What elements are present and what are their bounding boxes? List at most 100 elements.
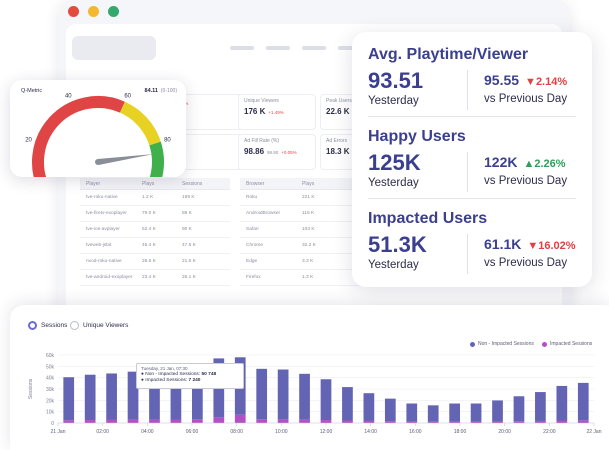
x-tick-label: 12:00 <box>320 429 333 435</box>
table-row[interactable]: tve-firetv-exoplayer 79.0 K 88 K <box>80 206 230 222</box>
column-header[interactable]: Browser <box>246 180 265 187</box>
y-tick-label: 20k <box>46 398 55 404</box>
cell: tve-ios-avplayer <box>86 227 120 232</box>
gauge-dial: 020406080100 <box>25 93 171 177</box>
bar-non-impacted-sessions <box>149 369 160 420</box>
toggle-sessions[interactable]: Sessions <box>28 321 67 330</box>
table-row[interactable]: tveweb-jsbit 45.4 K 47.5 K <box>80 238 230 254</box>
cell: 26.6 K <box>142 259 156 264</box>
cell: tveweb-jsbit <box>86 243 112 248</box>
cell: Edge <box>246 259 258 264</box>
bar-impacted-sessions <box>84 420 96 423</box>
gauge-arc-green <box>149 141 164 177</box>
kpi-delta-up: ▲2.26% <box>523 158 565 170</box>
maximize-window-button[interactable] <box>108 6 119 17</box>
table-row[interactable]: Chrome 32.2 K <box>240 238 400 254</box>
table-row[interactable]: tve-ios-avplayer 52.4 K 90 K <box>80 222 230 238</box>
radio-unselected-icon[interactable] <box>70 321 79 330</box>
kpi-delta-value: 2.14% <box>535 76 568 88</box>
table-row[interactable]: Roku 221 K <box>240 190 400 206</box>
nav-item[interactable] <box>266 46 290 50</box>
metric-card[interactable]: Unique Viewers 176 K +1.49% <box>238 94 316 130</box>
kpi-value: 93.51 <box>368 68 424 93</box>
table-row[interactable]: nvod-roku-native 26.6 K 21.5 K <box>80 254 230 270</box>
toggle-label: Sessions <box>41 322 68 329</box>
table-row[interactable]: Firefox 1.3 K <box>240 270 400 286</box>
kpi-title: Happy Users <box>368 128 466 145</box>
legend-impacted[interactable]: Impacted Sessions <box>542 341 592 347</box>
column-header[interactable]: Plays <box>142 180 155 187</box>
y-tick-label: 50k <box>46 364 55 370</box>
bar-impacted-sessions <box>320 420 332 423</box>
bar-non-impacted-sessions <box>320 379 332 421</box>
gauge-tick-label: 80 <box>164 137 171 143</box>
minimize-window-button[interactable] <box>88 6 99 17</box>
legend-non-impacted[interactable]: Non - Impacted Sessions <box>470 341 534 347</box>
metric-value: 18.3 K <box>326 147 350 156</box>
table-row[interactable]: Safari 103 K <box>240 222 400 238</box>
cell: 1.2 K <box>142 195 154 200</box>
x-tick-label: 04:00 <box>141 429 154 435</box>
arrow-down-icon: ▼ <box>525 76 536 88</box>
column-header[interactable]: Plays <box>302 180 315 187</box>
table-row[interactable]: tve-roku-native 1.2 K 199 K <box>80 190 230 206</box>
legend-dot-icon <box>542 341 547 347</box>
kpi-summary-card: Avg. Playtime/Viewer 93.51 Yesterday 95.… <box>352 32 592 287</box>
nav-item[interactable] <box>338 46 362 50</box>
sessions-bar-chart: 0 10k 20k 30k 40k 50k 60k Sessions 21 Jan 02:00 04… <box>28 353 602 435</box>
bar-impacted-sessions <box>535 420 546 423</box>
gauge-tick-label: 20 <box>25 137 32 143</box>
table-row[interactable]: AndroidBrowser 116 K <box>240 206 400 222</box>
gauge-title: Q-Metric <box>21 88 43 94</box>
kpi-delta-value: 16.02% <box>538 240 576 252</box>
cell: 221 K <box>302 195 315 200</box>
sessions-chart-panel: Sessions Unique Viewers Non - Impacted S… <box>10 305 609 450</box>
cell: 52.4 K <box>142 227 156 232</box>
bar-non-impacted-sessions <box>406 403 418 422</box>
q-metric-gauge-card: Q-Metric 84.11 (0-100) 020406080100 <box>10 80 186 177</box>
kpi-previous-value: 95.55 <box>484 72 520 88</box>
bar-non-impacted-sessions <box>299 373 310 420</box>
kpi-delta-down: ▼2.14% <box>525 76 567 88</box>
cell: 199 K <box>182 195 195 200</box>
bar-non-impacted-sessions <box>170 367 182 420</box>
cell: 88 K <box>182 211 192 216</box>
bar-impacted-sessions <box>256 419 268 423</box>
kpi-previous-value: 122K <box>484 154 518 170</box>
table-row[interactable]: Edge 3.3 K <box>240 254 400 270</box>
cell: Chrome <box>246 243 264 248</box>
gauge-tick-label: 60 <box>124 93 131 99</box>
x-tick-label: 08:00 <box>230 429 243 435</box>
nav-item[interactable] <box>230 46 254 50</box>
kpi-value: 125K <box>368 150 421 175</box>
bar-impacted-sessions <box>234 414 246 423</box>
cell: 1.3 K <box>302 275 314 280</box>
window-controls <box>68 6 119 17</box>
cell: nvod-roku-native <box>86 259 122 264</box>
bar-non-impacted-sessions <box>342 387 353 421</box>
kpi-value-label: Yesterday <box>368 259 419 271</box>
kpi-happy-users: Happy Users 125K Yesterday 122K ▲2.26% v… <box>368 128 580 192</box>
table-row[interactable]: tve-android-exoplayer 23.4 K 26.1 K <box>80 270 230 286</box>
bar-impacted-sessions <box>406 421 418 423</box>
metric-card[interactable]: Ad Fill Rate (%) 98.86 98.90 +0.05% <box>238 134 316 170</box>
x-tick-label: 10:00 <box>275 429 288 435</box>
column-header[interactable]: Player <box>86 180 101 187</box>
bar-impacted-sessions <box>556 420 568 423</box>
close-window-button[interactable] <box>68 6 79 17</box>
gauge-needle-hub <box>95 159 101 165</box>
radio-selected-icon[interactable] <box>28 321 37 330</box>
search-bar[interactable] <box>72 36 156 60</box>
gauge-arc-red <box>32 96 125 177</box>
bar-impacted-sessions <box>427 421 439 423</box>
legend-label: Non - Impacted Sessions <box>478 341 534 347</box>
nav-item[interactable] <box>302 46 326 50</box>
y-tick-label: 60k <box>46 353 55 359</box>
y-axis-title: Sessions <box>28 378 34 399</box>
cell: 32.2 K <box>302 243 316 248</box>
column-header[interactable]: Sessions <box>182 180 203 187</box>
bar-impacted-sessions <box>299 419 310 423</box>
toggle-unique-viewers[interactable]: Unique Viewers <box>70 321 128 330</box>
kpi-delta-value: 2.26% <box>534 158 566 170</box>
cell: 21.5 K <box>182 259 196 264</box>
